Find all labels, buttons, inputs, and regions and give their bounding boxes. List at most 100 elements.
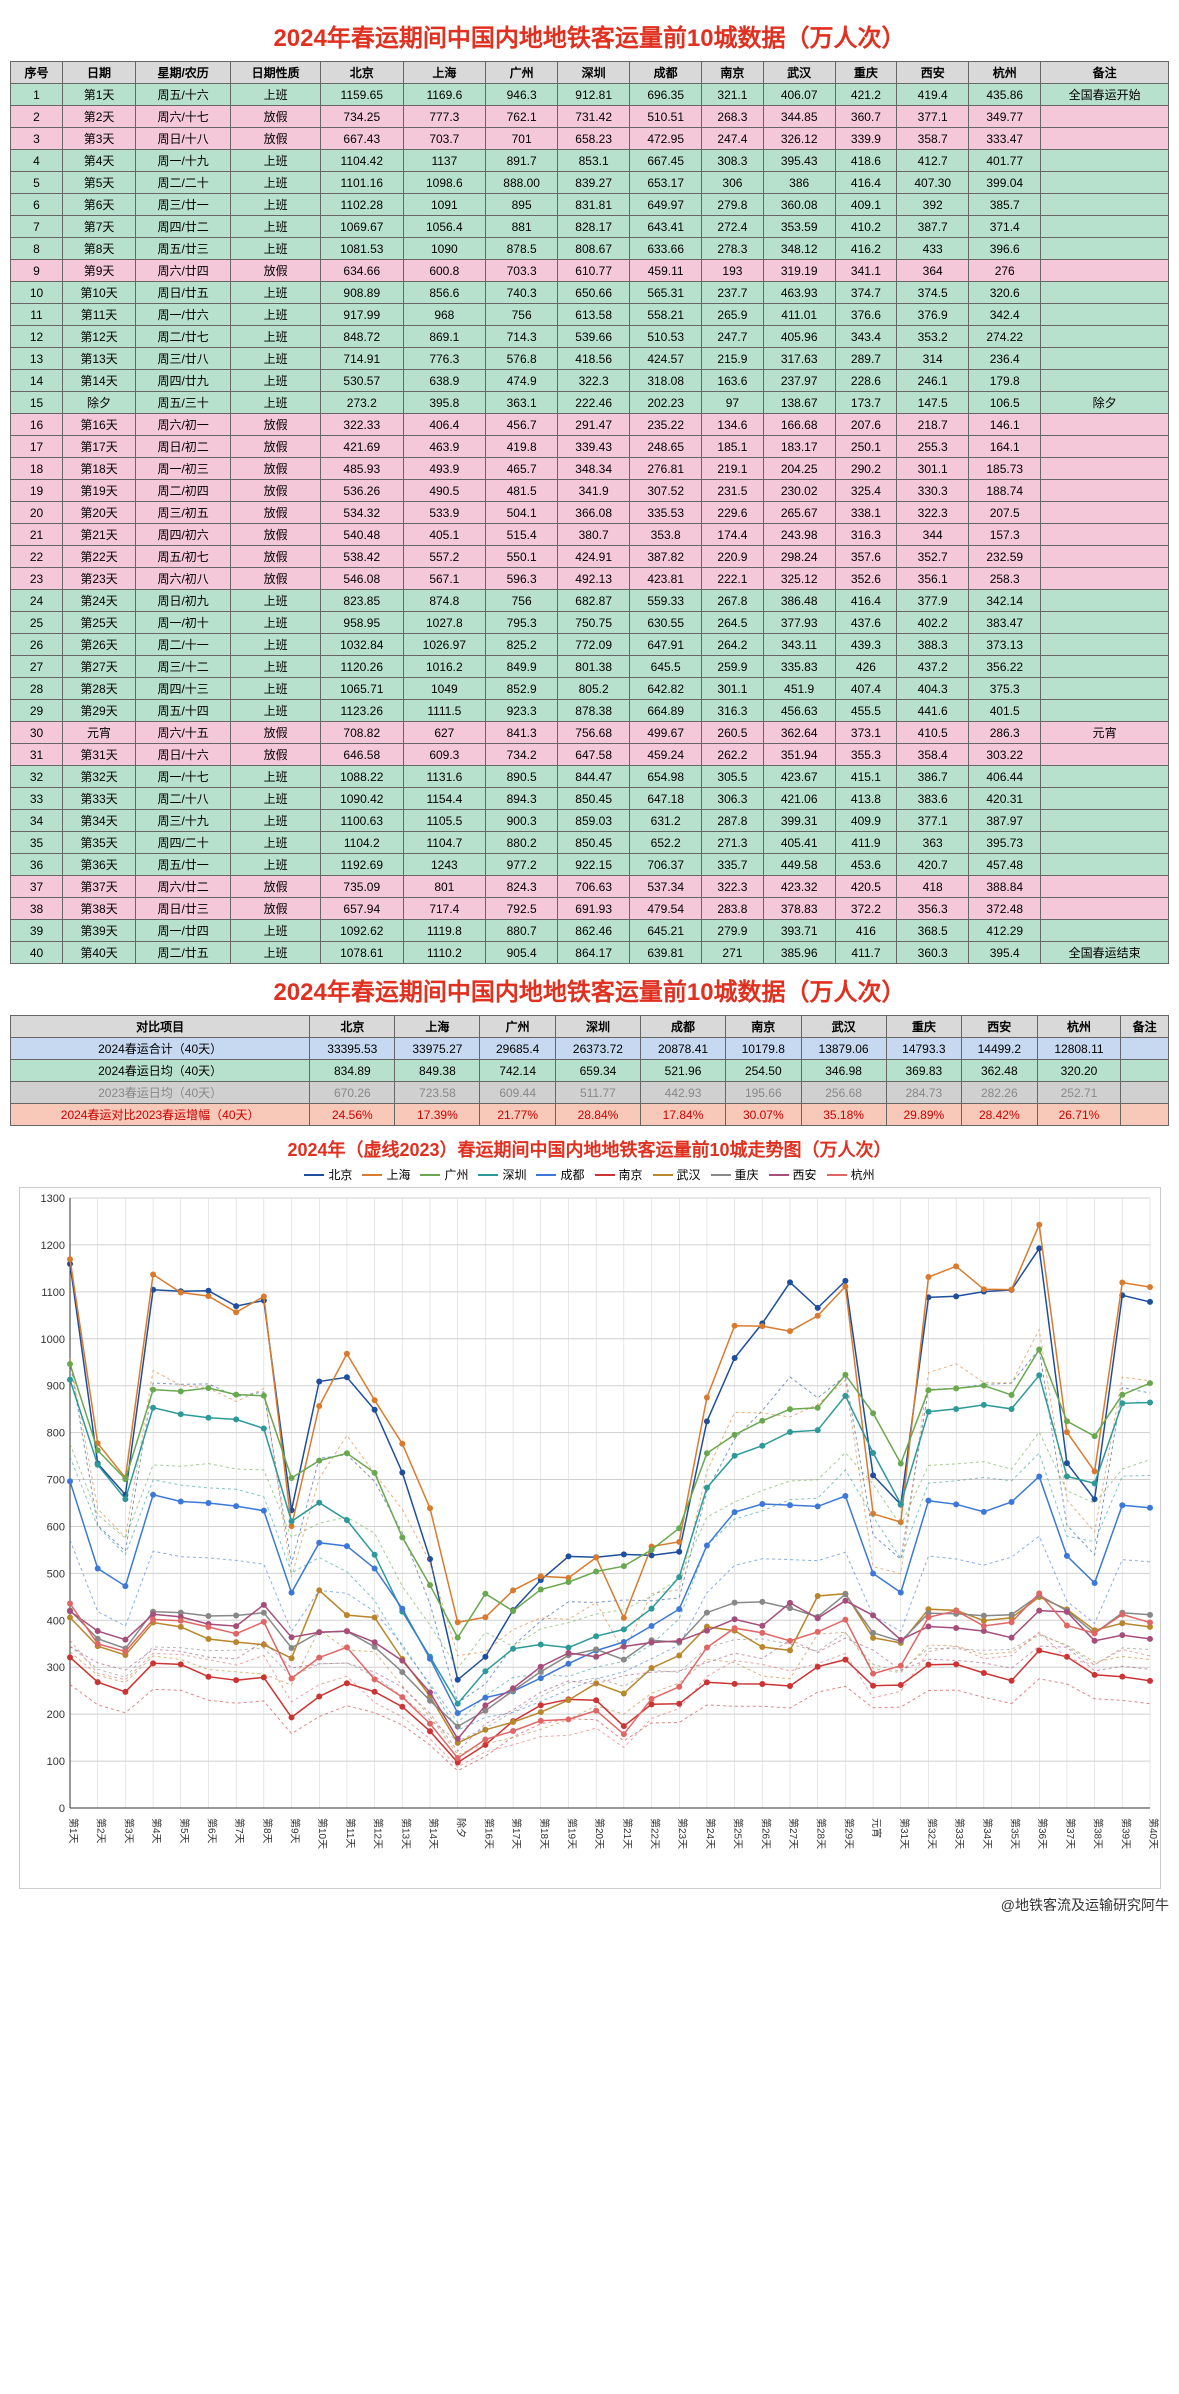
svg-text:第27天: 第27天 bbox=[787, 1818, 800, 1849]
svg-text:第36天: 第36天 bbox=[1036, 1818, 1049, 1849]
svg-text:第24天: 第24天 bbox=[703, 1818, 716, 1849]
table-row: 37第37天周六/廿二放假735.09801824.3706.63537.343… bbox=[11, 876, 1169, 898]
summary-row: 2023春运日均（40天）670.26723.58609.44511.77442… bbox=[11, 1082, 1169, 1104]
svg-text:第20天: 第20天 bbox=[593, 1818, 606, 1849]
table-row: 31第31天周日/十六放假646.58609.3734.2647.58459.2… bbox=[11, 744, 1169, 766]
col-header: 重庆 bbox=[835, 62, 897, 84]
summary-table: 对比项目北京上海广州深圳成都南京武汉重庆西安杭州备注 2024春运合计（40天）… bbox=[10, 1015, 1169, 1126]
svg-text:第23天: 第23天 bbox=[676, 1818, 689, 1849]
table-row: 8第8天周五/廿三上班1081.531090878.5808.67633.662… bbox=[11, 238, 1169, 260]
svg-text:1200: 1200 bbox=[40, 1240, 64, 1252]
table-row: 38第38天周日/廿三放假657.94717.4792.5691.93479.5… bbox=[11, 898, 1169, 920]
col-header: 对比项目 bbox=[11, 1016, 310, 1038]
table-row: 18第18天周一/初三放假485.93493.9465.7348.34276.8… bbox=[11, 458, 1169, 480]
legend-item: 广州 bbox=[420, 1166, 468, 1183]
svg-text:第33天: 第33天 bbox=[953, 1818, 966, 1849]
svg-text:800: 800 bbox=[46, 1428, 64, 1440]
table-row: 1第1天周五/十六上班1159.651169.6946.3912.81696.3… bbox=[11, 84, 1169, 106]
summary-row: 2024春运日均（40天）834.89849.38742.14659.34521… bbox=[11, 1060, 1169, 1082]
legend-item: 北京 bbox=[304, 1166, 352, 1183]
line-chart: 0100200300400500600700800900100011001200… bbox=[19, 1187, 1161, 1889]
table-row: 30元宵周六/十五放假708.82627841.3756.68499.67260… bbox=[11, 722, 1169, 744]
col-header: 西安 bbox=[897, 62, 969, 84]
svg-text:第8天: 第8天 bbox=[260, 1818, 273, 1844]
svg-text:600: 600 bbox=[46, 1521, 64, 1533]
table-row: 21第21天周四/初六放假540.48405.1515.4380.7353.81… bbox=[11, 524, 1169, 546]
table-row: 12第12天周二/廿七上班848.72869.1714.3539.66510.5… bbox=[11, 326, 1169, 348]
table-row: 16第16天周六/初一放假322.33406.4456.7291.47235.2… bbox=[11, 414, 1169, 436]
table-row: 33第33天周二/十八上班1090.421154.4894.3850.45647… bbox=[11, 788, 1169, 810]
col-header: 杭州 bbox=[1037, 1016, 1121, 1038]
svg-text:第11天: 第11天 bbox=[343, 1818, 356, 1848]
table-row: 27第27天周三/十二上班1120.261016.2849.9801.38645… bbox=[11, 656, 1169, 678]
col-header: 星期/农历 bbox=[136, 62, 231, 84]
table-row: 19第19天周二/初四放假536.26490.5481.5341.9307.52… bbox=[11, 480, 1169, 502]
svg-text:第32天: 第32天 bbox=[925, 1818, 938, 1849]
col-header: 西安 bbox=[962, 1016, 1037, 1038]
table-row: 29第29天周五/十四上班1123.261111.5923.3878.38664… bbox=[11, 700, 1169, 722]
col-header: 北京 bbox=[310, 1016, 395, 1038]
svg-text:300: 300 bbox=[46, 1662, 64, 1674]
col-header: 重庆 bbox=[886, 1016, 961, 1038]
col-header: 成都 bbox=[640, 1016, 725, 1038]
svg-text:第6天: 第6天 bbox=[205, 1818, 218, 1844]
col-header: 深圳 bbox=[558, 62, 630, 84]
table-row: 13第13天周三/廿八上班714.91776.3576.8418.56424.5… bbox=[11, 348, 1169, 370]
table-row: 25第25天周一/初十上班958.951027.8795.3750.75630.… bbox=[11, 612, 1169, 634]
svg-text:第21天: 第21天 bbox=[620, 1818, 633, 1849]
col-header: 广州 bbox=[480, 1016, 555, 1038]
svg-text:700: 700 bbox=[46, 1475, 64, 1487]
svg-text:第10天: 第10天 bbox=[316, 1818, 329, 1849]
table-row: 39第39天周一/廿四上班1092.621119.8880.7862.46645… bbox=[11, 920, 1169, 942]
svg-text:第38天: 第38天 bbox=[1091, 1818, 1104, 1849]
svg-text:第31天: 第31天 bbox=[897, 1818, 910, 1849]
table-row: 14第14天周四/廿九上班530.57638.9474.9322.3318.08… bbox=[11, 370, 1169, 392]
table-row: 6第6天周三/廿一上班1102.281091895831.81649.97279… bbox=[11, 194, 1169, 216]
svg-text:第3天: 第3天 bbox=[122, 1818, 135, 1844]
legend-item: 重庆 bbox=[711, 1166, 759, 1183]
legend-item: 西安 bbox=[769, 1166, 817, 1183]
table-row: 4第4天周一/十九上班1104.421137891.7853.1667.4530… bbox=[11, 150, 1169, 172]
svg-text:900: 900 bbox=[46, 1381, 64, 1393]
legend-item: 南京 bbox=[595, 1166, 643, 1183]
table-row: 35第35天周四/二十上班1104.21104.7880.2850.45652.… bbox=[11, 832, 1169, 854]
table-row: 10第10天周日/廿五上班908.89856.6740.3650.66565.3… bbox=[11, 282, 1169, 304]
col-header: 南京 bbox=[702, 62, 764, 84]
svg-text:第13天: 第13天 bbox=[399, 1818, 412, 1849]
svg-text:第14天: 第14天 bbox=[427, 1818, 440, 1849]
svg-text:第2天: 第2天 bbox=[94, 1818, 107, 1844]
svg-text:500: 500 bbox=[46, 1568, 64, 1580]
col-header: 深圳 bbox=[555, 1016, 640, 1038]
table-row: 17第17天周日/初二放假421.69463.9419.8339.43248.6… bbox=[11, 436, 1169, 458]
col-header: 成都 bbox=[630, 62, 702, 84]
summary-row: 2024春运合计（40天）33395.5333975.2729685.42637… bbox=[11, 1038, 1169, 1060]
svg-text:0: 0 bbox=[58, 1803, 64, 1815]
svg-text:第19天: 第19天 bbox=[565, 1818, 578, 1849]
svg-text:第34天: 第34天 bbox=[980, 1818, 993, 1849]
svg-text:第4天: 第4天 bbox=[150, 1818, 163, 1844]
col-header: 备注 bbox=[1121, 1016, 1169, 1038]
svg-text:第29天: 第29天 bbox=[842, 1818, 855, 1849]
svg-text:第26天: 第26天 bbox=[759, 1818, 772, 1849]
table-row: 5第5天周二/二十上班1101.161098.6888.00839.27653.… bbox=[11, 172, 1169, 194]
main-title: 2024年春运期间中国内地地铁客运量前10城数据（万人次） bbox=[10, 18, 1169, 53]
legend-item: 深圳 bbox=[478, 1166, 526, 1183]
table-row: 40第40天周二/廿五上班1078.611110.2905.4864.17639… bbox=[11, 942, 1169, 964]
table-row: 22第22天周五/初七放假538.42557.2550.1424.91387.8… bbox=[11, 546, 1169, 568]
table-row: 20第20天周三/初五放假534.32533.9504.1366.08335.5… bbox=[11, 502, 1169, 524]
svg-text:400: 400 bbox=[46, 1615, 64, 1627]
col-header: 武汉 bbox=[763, 62, 835, 84]
col-header: 杭州 bbox=[969, 62, 1041, 84]
svg-text:1300: 1300 bbox=[40, 1193, 64, 1205]
svg-text:第16天: 第16天 bbox=[482, 1818, 495, 1849]
legend-item: 成都 bbox=[536, 1166, 584, 1183]
svg-text:第7天: 第7天 bbox=[233, 1818, 246, 1844]
svg-text:第28天: 第28天 bbox=[814, 1818, 827, 1849]
table-row: 23第23天周六/初八放假546.08567.1596.3492.13423.8… bbox=[11, 568, 1169, 590]
table-row: 28第28天周四/十三上班1065.711049852.9805.2642.82… bbox=[11, 678, 1169, 700]
svg-text:第35天: 第35天 bbox=[1008, 1818, 1021, 1849]
legend-item: 上海 bbox=[362, 1166, 410, 1183]
col-header: 日期性质 bbox=[231, 62, 321, 84]
table-row: 2第2天周六/十七放假734.25777.3762.1731.42510.512… bbox=[11, 106, 1169, 128]
legend-item: 杭州 bbox=[827, 1166, 875, 1183]
